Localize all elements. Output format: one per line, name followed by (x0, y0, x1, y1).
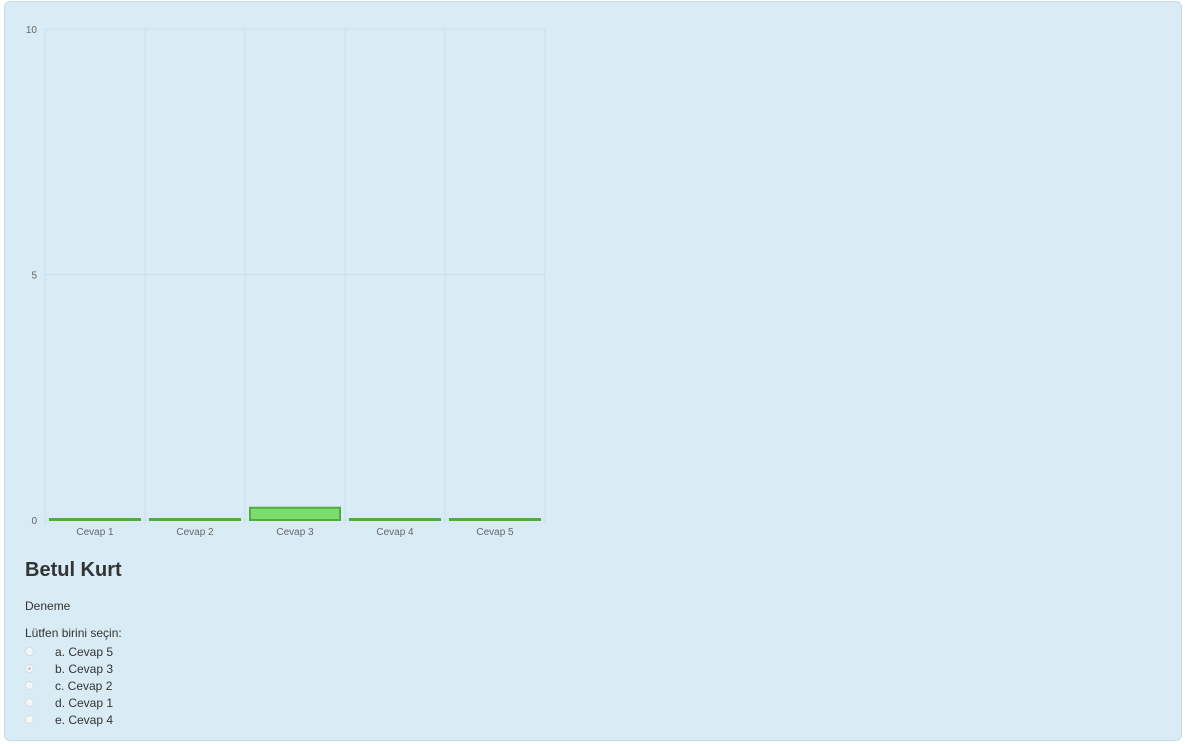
answer-option-label: d. Cevap 1 (55, 695, 114, 710)
y-tick-label: 0 (31, 516, 37, 527)
x-tick-label: Cevap 5 (476, 527, 514, 538)
x-tick-label: Cevap 4 (376, 527, 414, 538)
question-panel: 0 5 10 Cevap 1 Cevap 2 Cevap 3 Cevap 4 Cevap 5 … (4, 1, 1182, 741)
answer-option-label: e. Cevap 4 (55, 712, 114, 727)
bar-cevap-2 (149, 518, 241, 521)
radio-button[interactable] (25, 698, 34, 707)
radio-button[interactable] (25, 715, 34, 724)
radio-button[interactable] (25, 647, 34, 656)
radio-button[interactable] (25, 681, 34, 690)
bar-cevap-5 (449, 518, 541, 521)
bar-cevap-4 (349, 518, 441, 521)
question-title: Betul Kurt (25, 559, 122, 581)
answer-option-d[interactable]: d. Cevap 1 (25, 694, 113, 711)
x-tick-label: Cevap 2 (176, 527, 214, 538)
y-tick-label: 10 (26, 25, 38, 36)
bar-cevap-3 (249, 506, 341, 522)
answer-option-c[interactable]: c. Cevap 2 (25, 677, 113, 694)
x-tick-label: Cevap 1 (76, 527, 114, 538)
x-tick-label: Cevap 3 (276, 527, 314, 538)
radio-button[interactable] (25, 664, 34, 673)
answer-option-label: c. Cevap 2 (55, 678, 113, 693)
results-bar-chart: 0 5 10 Cevap 1 Cevap 2 Cevap 3 Cevap 4 Cevap 5 (26, 25, 546, 538)
answer-option-b[interactable]: b. Cevap 3 (25, 660, 113, 677)
answer-option-a[interactable]: a. Cevap 5 (25, 643, 113, 660)
answer-option-label: a. Cevap 5 (55, 644, 114, 659)
answer-prompt: Lütfen birini seçin: (25, 626, 122, 640)
answer-option-e[interactable]: e. Cevap 4 (25, 711, 113, 728)
answer-options: a. Cevap 5 b. Cevap 3 c. Cevap 2 d. Ceva… (25, 643, 113, 728)
y-tick-label: 5 (31, 271, 37, 282)
bar-cevap-1 (49, 518, 141, 521)
answer-option-label: b. Cevap 3 (55, 661, 114, 676)
question-text: Deneme (25, 599, 71, 613)
